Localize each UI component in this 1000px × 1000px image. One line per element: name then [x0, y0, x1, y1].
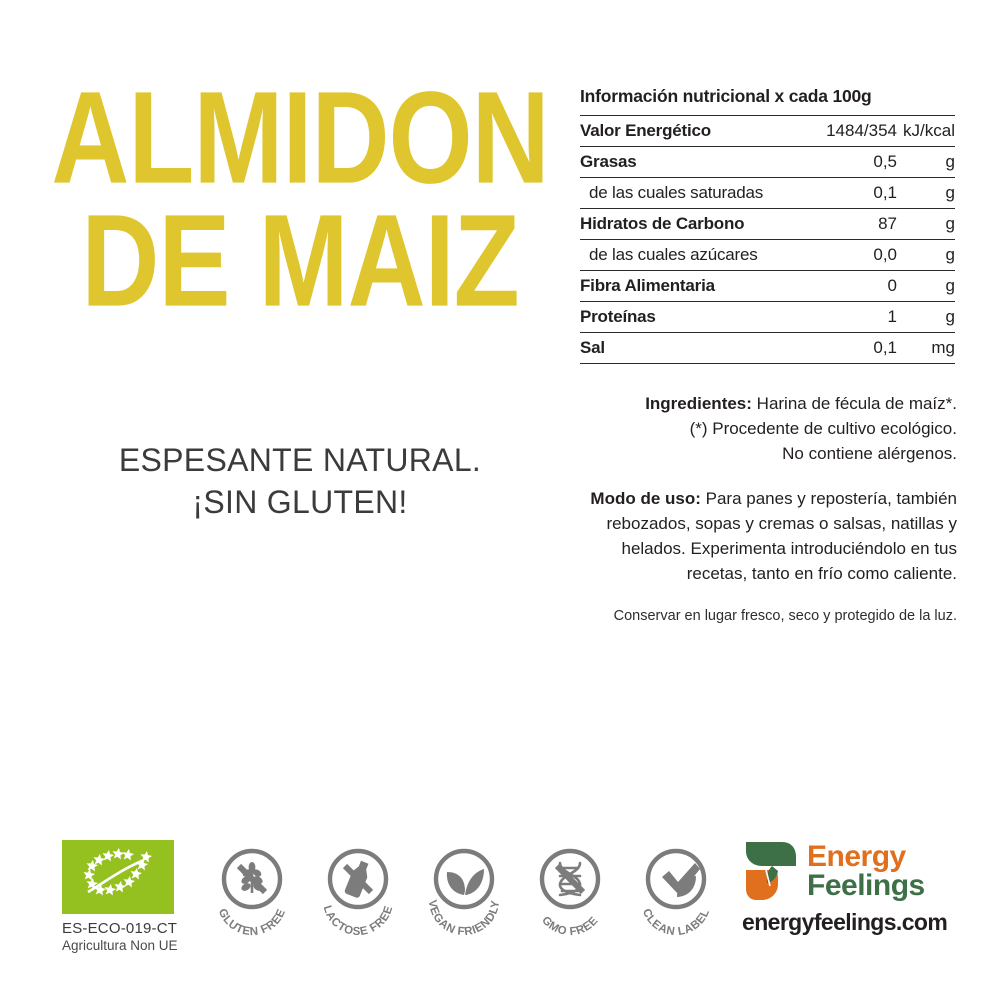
svg-text:LACTOSE FREE: LACTOSE FREE — [321, 904, 396, 938]
ingredients-heading: Ingredientes: — [645, 394, 752, 413]
ingredients-line-3: No contiene alérgenos. — [782, 443, 957, 463]
brand-name-energy: Energy — [807, 839, 906, 873]
nutrition-row-value: 0,1 — [873, 338, 897, 357]
product-info-panel: ALMIDON DE MAIZ ESPESANTE NATURAL. ¡SIN … — [0, 0, 560, 800]
svg-text:GLUTEN FREE: GLUTEN FREE — [216, 907, 289, 938]
wheat-icon: GLUTEN FREE — [216, 848, 289, 938]
nutrition-row-label: de las cuales saturadas — [589, 183, 764, 202]
badge-vegan-friendly: VEGAN FRIENDLY — [417, 842, 511, 942]
storage-instructions: Conservar en lugar fresco, seco y proteg… — [613, 608, 957, 624]
badge-clean-label: CLEAN LABEL — [629, 842, 723, 942]
nutrition-row-unit: g — [945, 276, 955, 295]
nutrition-row-value: 1 — [887, 307, 897, 326]
usage-line-2: rebozados, sopas y cremas o salsas, nati… — [606, 513, 957, 533]
nutrition-row-label: Sal — [580, 338, 605, 357]
milk-bottle-icon: LACTOSE FREE — [321, 848, 396, 938]
nutrition-row-unit: g — [945, 183, 955, 202]
energy-feelings-leaf-icon — [746, 842, 796, 900]
product-title-line-2: DE MAIZ — [81, 188, 519, 335]
ingredients-line-2: (*) Procedente de cultivo ecológico. — [689, 418, 957, 438]
table-row: Grasas 0,5 g — [580, 146, 955, 178]
badge-label: GMO FREE — [539, 914, 600, 938]
nutrition-row-value: 0,5 — [873, 152, 897, 171]
product-subtitle: ESPESANTE NATURAL. ¡SIN GLUTEN! — [60, 440, 540, 523]
nutrition-table-title: Información nutricional x cada 100g — [580, 86, 872, 106]
nutrition-row-unit: kJ/kcal — [903, 121, 955, 140]
nutrition-row-value: 1484/354 — [826, 121, 897, 140]
nutrition-row-unit: mg — [931, 338, 955, 357]
table-row: Fibra Alimentaria 0 g — [580, 270, 955, 302]
nutrition-row-unit: g — [945, 307, 955, 326]
eu-organic-origin: Agricultura Non UE — [62, 938, 178, 953]
table-row: Proteínas 1 g — [580, 301, 955, 333]
eu-organic-code: ES-ECO-019-CT — [62, 920, 178, 937]
product-title-line-1: ALMIDON — [51, 65, 549, 212]
table-row: Hidratos de Carbono 87 g — [580, 208, 955, 240]
nutrition-row-value: 0,1 — [873, 183, 897, 202]
nutrition-row-value: 0,0 — [873, 245, 897, 264]
usage-block: Modo de uso: Para panes y repostería, ta… — [564, 487, 957, 587]
nutrition-row-label: Valor Energético — [580, 121, 711, 140]
svg-text:CLEAN LABEL: CLEAN LABEL — [640, 907, 712, 938]
table-row: de las cuales saturadas 0,1 g — [580, 177, 955, 209]
badge-label: GLUTEN FREE — [216, 907, 288, 938]
badge-lactose-free: LACTOSE FREE — [311, 842, 405, 942]
table-row: Sal 0,1 mg — [580, 332, 955, 364]
nutrition-row-label: Grasas — [580, 152, 637, 171]
check-leaf-icon: CLEAN LABEL — [640, 848, 712, 938]
usage-heading: Modo de uso: — [590, 489, 701, 508]
brand-website-url[interactable]: energyfeelings.com — [742, 909, 948, 935]
usage-line-4: recetas, tanto en frío como caliente. — [686, 563, 957, 583]
usage-line-3: helados. Experimenta introduciéndolo en … — [621, 538, 958, 558]
eu-organic-logo: ES-ECO-019-CT Agricultura Non UE — [62, 840, 222, 953]
euro-leaf-stars-svg — [83, 847, 153, 896]
page-title: ALMIDON DE MAIZ — [50, 65, 549, 335]
nutrition-row-value: 0 — [887, 276, 897, 295]
usage-text: Para panes y repostería, también — [700, 489, 957, 508]
nutrition-row-label: de las cuales azúcares — [589, 245, 758, 264]
badge-label: LACTOSE FREE — [321, 904, 395, 938]
ingredients-line-1: Ingredientes: Harina de fécula de maíz*. — [562, 392, 957, 417]
nutrition-row-label: Fibra Alimentaria — [580, 276, 715, 295]
svg-text:GMO FREE: GMO FREE — [539, 914, 601, 938]
ingredients-block: Ingredientes: Harina de fécula de maíz*.… — [562, 392, 957, 467]
product-subtitle-line-2: ¡SIN GLUTEN! — [192, 483, 408, 520]
usage-line-1: Modo de uso: Para panes y repostería, ta… — [564, 487, 957, 512]
brand-name-feelings: Feelings — [807, 869, 925, 902]
nutrition-row-unit: g — [945, 214, 955, 233]
dna-icon: GMO FREE — [539, 848, 601, 938]
table-row: Valor Energético 1484/354 kJ/kcal — [580, 115, 955, 147]
badge-label: CLEAN LABEL — [640, 907, 712, 938]
brand-logo: Energy Feelings energyfeelings.com — [742, 840, 957, 936]
nutrition-row-value: 87 — [878, 214, 897, 233]
nutrition-table: Valor Energético 1484/354 kJ/kcal Grasas 0,5… — [580, 115, 955, 364]
nutrition-row-unit: g — [945, 152, 955, 171]
badge-gmo-free: GMO FREE — [523, 842, 617, 942]
badge-gluten-free: GLUTEN FREE — [205, 842, 299, 942]
certification-badges: GLUTEN FREE LACTOSE FREE VEGAN FRIENDLY GMO… — [205, 842, 725, 942]
nutrition-row-label: Hidratos de Carbono — [580, 214, 745, 233]
nutrition-table-block: Información nutricional x cada 100g Valo… — [580, 86, 955, 364]
leaves-icon: VEGAN FRIENDLY — [426, 848, 502, 938]
product-subtitle-line-1: ESPESANTE NATURAL. — [118, 442, 482, 478]
table-row: de las cuales azúcares 0,0 g — [580, 239, 955, 271]
nutrition-row-label: Proteínas — [580, 307, 656, 326]
nutrition-row-unit: g — [945, 245, 955, 264]
euro-leaf-icon — [62, 840, 174, 914]
ingredients-text: Harina de fécula de maíz*. — [751, 394, 957, 413]
